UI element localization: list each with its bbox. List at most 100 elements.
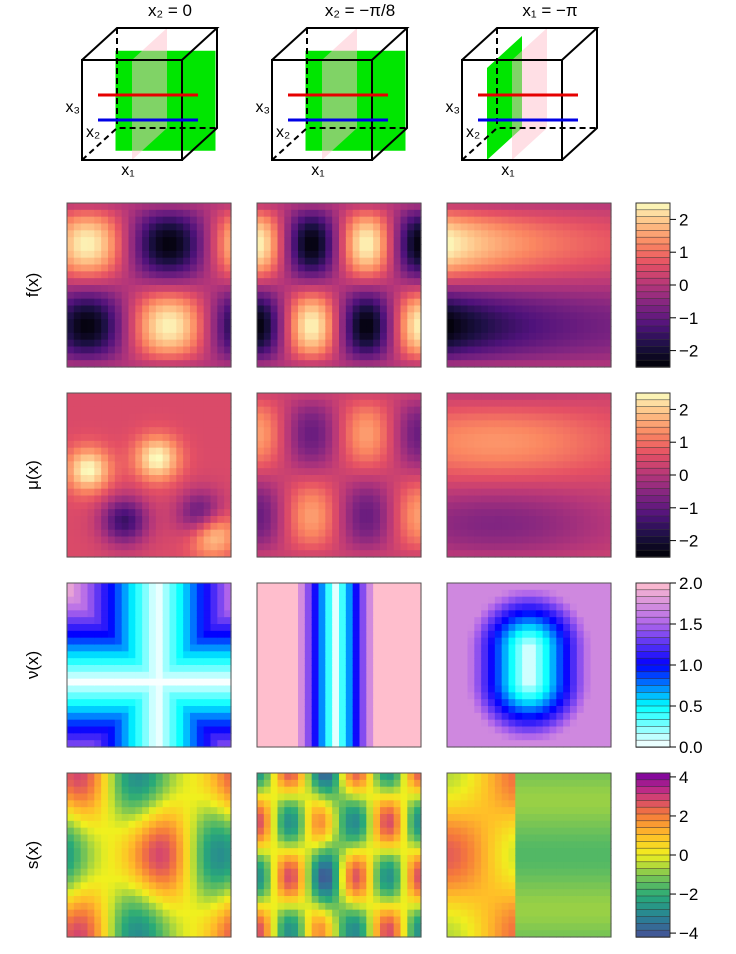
heatmap-cell <box>522 461 529 468</box>
heatmap-cell <box>346 610 353 617</box>
heatmap-cell <box>468 312 475 319</box>
heatmap-cell <box>468 461 475 468</box>
heatmap-cell <box>108 713 115 720</box>
heatmap-cell <box>74 278 81 285</box>
heatmap-cell <box>224 414 231 421</box>
heatmap-cell <box>129 543 136 550</box>
heatmap-cell <box>502 237 509 244</box>
heatmap-cell <box>584 414 591 421</box>
heatmap-cell <box>319 237 326 244</box>
heatmap-cell <box>74 624 81 631</box>
heatmap-cell <box>604 475 611 482</box>
heatmap-cell <box>536 455 543 462</box>
heatmap-cell <box>74 299 81 306</box>
heatmap-cell <box>387 686 394 693</box>
heatmap-cell <box>224 610 231 617</box>
heatmap-cell <box>298 434 305 441</box>
heatmap-cell <box>149 210 156 217</box>
heatmap-cell <box>129 638 136 645</box>
heatmap-cell <box>366 347 373 354</box>
heatmap-cell <box>183 306 190 313</box>
heatmap-cell <box>170 638 177 645</box>
heatmap-cell <box>129 537 136 544</box>
heatmap-cell <box>156 713 163 720</box>
heatmap-cell <box>515 434 522 441</box>
heatmap-cell <box>94 740 101 747</box>
heatmap-cell <box>407 516 414 523</box>
heatmap-cell <box>509 461 516 468</box>
heatmap-cell <box>170 244 177 251</box>
heatmap-cell <box>502 733 509 740</box>
heatmap-cell <box>401 244 408 251</box>
heatmap-cell <box>257 699 264 706</box>
heatmap-cell <box>563 461 570 468</box>
heatmap-cell <box>515 340 522 347</box>
heatmap-cell <box>366 631 373 638</box>
heatmap-cell <box>190 597 197 604</box>
heatmap-cell <box>94 502 101 509</box>
heatmap-cell <box>67 543 74 550</box>
heatmap-cell <box>387 720 394 727</box>
heatmap-cell <box>604 489 611 496</box>
heatmap-cell <box>108 509 115 516</box>
heatmap-cell <box>522 326 529 333</box>
heatmap-cell <box>380 217 387 224</box>
heatmap-cell <box>129 610 136 617</box>
heatmap-cell <box>556 244 563 251</box>
heatmap-cell <box>312 530 319 537</box>
heatmap-cell <box>217 482 224 489</box>
heatmap-cell <box>502 550 509 557</box>
heatmap-cell <box>380 610 387 617</box>
heatmap-cell <box>325 686 332 693</box>
heatmap-cell <box>101 489 108 496</box>
heatmap-cell <box>319 679 326 686</box>
heatmap-cell <box>570 258 577 265</box>
heatmap-cell <box>495 550 502 557</box>
heatmap-cell <box>380 347 387 354</box>
heatmap-cell <box>284 658 291 665</box>
heatmap-cell <box>224 523 231 530</box>
heatmap-cell <box>163 434 170 441</box>
heatmap-cell <box>339 537 346 544</box>
heatmap-cell <box>543 475 550 482</box>
heatmap-cell <box>474 347 481 354</box>
heatmap-cell <box>278 740 285 747</box>
heatmap-cell <box>94 312 101 319</box>
heatmap-cell <box>170 706 177 713</box>
heatmap-cell <box>339 353 346 360</box>
heatmap-cell <box>183 672 190 679</box>
heatmap-cell <box>373 583 380 590</box>
heatmap-cell <box>536 237 543 244</box>
heatmap-cell <box>353 237 360 244</box>
heatmap-cell <box>224 550 231 557</box>
heatmap-cell <box>170 468 177 475</box>
heatmap-cell <box>257 740 264 747</box>
heatmap-cell <box>211 706 218 713</box>
heatmap-cell <box>414 496 421 503</box>
heatmap-cell <box>454 312 461 319</box>
heatmap-cell <box>129 509 136 516</box>
heatmap-cell <box>170 733 177 740</box>
heatmap-cell <box>298 624 305 631</box>
heatmap-cell <box>224 244 231 251</box>
heatmap-cell <box>380 244 387 251</box>
heatmap-cell <box>298 631 305 638</box>
heatmap-cell <box>488 590 495 597</box>
heatmap-cell <box>135 237 142 244</box>
heatmap-cell <box>211 583 218 590</box>
heatmap-cell <box>454 237 461 244</box>
heatmap-cell <box>604 278 611 285</box>
heatmap-cell <box>204 347 211 354</box>
heatmap-cell <box>291 672 298 679</box>
colorbar-band <box>636 434 670 441</box>
heatmap-cell <box>332 224 339 231</box>
heatmap-cell <box>447 237 454 244</box>
heatmap-cell <box>387 407 394 414</box>
heatmap-cell <box>284 210 291 217</box>
heatmap-cell <box>197 740 204 747</box>
heatmap-cell <box>271 733 278 740</box>
heatmap-cell <box>67 407 74 414</box>
heatmap-cell <box>305 230 312 237</box>
heatmap-cell <box>353 672 360 679</box>
heatmap-cell <box>67 509 74 516</box>
